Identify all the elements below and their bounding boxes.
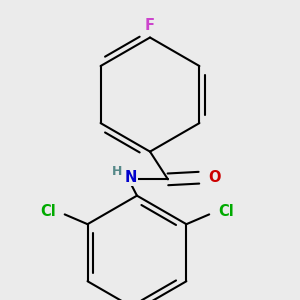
Text: F: F <box>145 18 155 33</box>
Text: O: O <box>208 170 221 185</box>
Text: N: N <box>125 170 137 185</box>
Text: Cl: Cl <box>40 204 56 219</box>
Text: H: H <box>112 165 122 178</box>
Text: Cl: Cl <box>218 204 234 219</box>
